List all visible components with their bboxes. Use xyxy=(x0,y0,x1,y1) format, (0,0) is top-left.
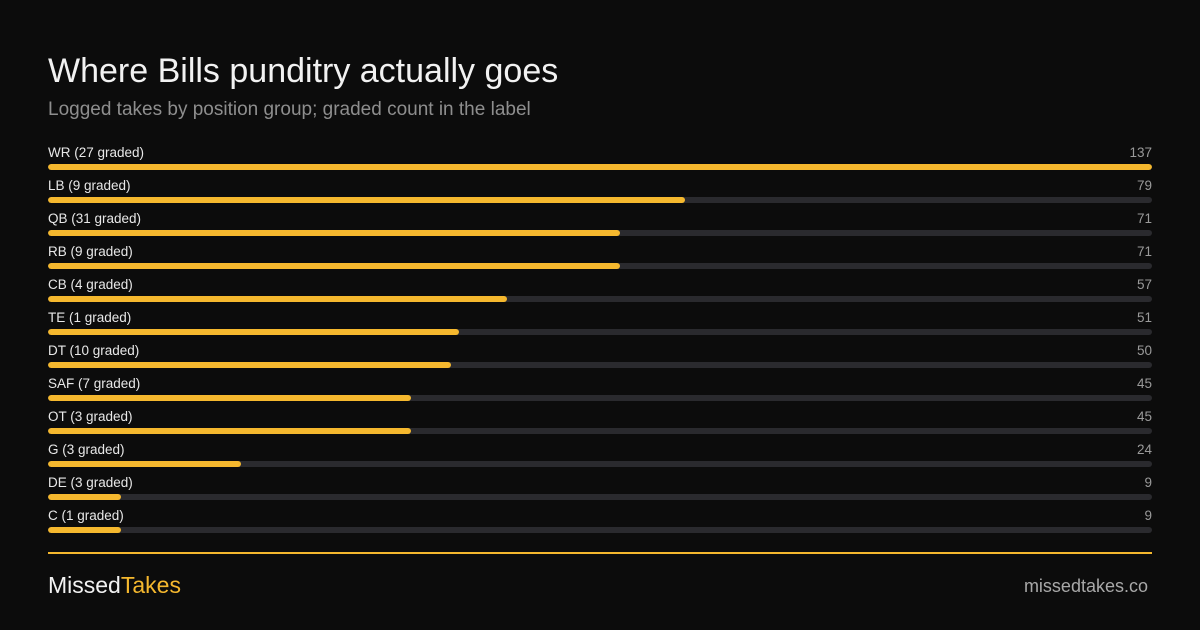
bar-row: CB (4 graded) 57 xyxy=(48,275,1152,308)
bar-label: DE (3 graded) xyxy=(48,475,133,490)
chart-subtitle: Logged takes by position group; graded c… xyxy=(48,99,531,120)
bar-label: G (3 graded) xyxy=(48,442,125,457)
bar-label: RB (9 graded) xyxy=(48,244,133,259)
bar-label: C (1 graded) xyxy=(48,508,124,523)
bar xyxy=(48,197,685,203)
bar-value-label: 45 xyxy=(1136,376,1152,391)
bar-label: SAF (7 graded) xyxy=(48,376,141,391)
bar-row: C (1 graded) 9 xyxy=(48,506,1152,539)
brand-word-missed: Missed xyxy=(48,572,121,598)
bar xyxy=(48,164,1152,170)
bar-row: DE (3 graded) 9 xyxy=(48,473,1152,506)
bar-label: DT (10 graded) xyxy=(48,343,140,358)
bar xyxy=(48,362,451,368)
bar-value-label: 51 xyxy=(1136,310,1152,325)
bar-label: LB (9 graded) xyxy=(48,178,131,193)
bar-label: WR (27 graded) xyxy=(48,145,145,160)
bar-value-label: 50 xyxy=(1136,343,1152,358)
bar-row: DT (10 graded) 50 xyxy=(48,341,1152,374)
bar-track xyxy=(48,263,1152,269)
bar-label: TE (1 graded) xyxy=(48,310,132,325)
bar-value-label: 9 xyxy=(1144,508,1152,523)
bar-value-label: 71 xyxy=(1136,244,1152,259)
bar-chart: WR (27 graded) 137 LB (9 graded) 79 QB (31 g… xyxy=(48,143,1152,539)
bar xyxy=(48,461,242,467)
bar-track xyxy=(48,197,1152,203)
bar-track xyxy=(48,494,1152,500)
chart-title: Where Bills punditry actually goes xyxy=(48,52,559,90)
bar-track xyxy=(48,428,1152,434)
bar-value-label: 137 xyxy=(1129,145,1152,160)
bar-value-label: 79 xyxy=(1136,178,1152,193)
footer-divider xyxy=(48,552,1152,554)
bar-track xyxy=(48,164,1152,170)
bar-row: WR (27 graded) 137 xyxy=(48,143,1152,176)
bar-value-label: 24 xyxy=(1136,442,1152,457)
bar-label: QB (31 graded) xyxy=(48,211,142,226)
bar-row: RB (9 graded) 71 xyxy=(48,242,1152,275)
bar-row: SAF (7 graded) 45 xyxy=(48,374,1152,407)
bar-row: QB (31 graded) 71 xyxy=(48,209,1152,242)
brand-logo[interactable]: MissedTakes xyxy=(48,571,181,599)
bar-track xyxy=(48,329,1152,335)
bar-track xyxy=(48,461,1152,467)
bar-label: CB (4 graded) xyxy=(48,277,133,292)
bar-value-label: 9 xyxy=(1144,475,1152,490)
bar-track xyxy=(48,230,1152,236)
bar-row: OT (3 graded) 45 xyxy=(48,407,1152,440)
bar-value-label: 45 xyxy=(1136,409,1152,424)
bar-value-label: 57 xyxy=(1136,277,1152,292)
bar xyxy=(48,494,121,500)
bar xyxy=(48,428,411,434)
bar-row: G (3 graded) 24 xyxy=(48,440,1152,473)
bar-track xyxy=(48,296,1152,302)
bar xyxy=(48,296,508,302)
bar-value-label: 71 xyxy=(1136,211,1152,226)
bar xyxy=(48,263,621,269)
bar-track xyxy=(48,527,1152,533)
bar-row: LB (9 graded) 79 xyxy=(48,176,1152,209)
bar-track xyxy=(48,362,1152,368)
bar xyxy=(48,230,621,236)
bar xyxy=(48,527,121,533)
bar xyxy=(48,395,411,401)
bar-label: OT (3 graded) xyxy=(48,409,133,424)
site-url[interactable]: missedtakes.co xyxy=(1023,576,1148,596)
brand-word-takes: Takes xyxy=(120,572,181,598)
bar-track xyxy=(48,395,1152,401)
bar-row: TE (1 graded) 51 xyxy=(48,308,1152,341)
bar xyxy=(48,329,459,335)
